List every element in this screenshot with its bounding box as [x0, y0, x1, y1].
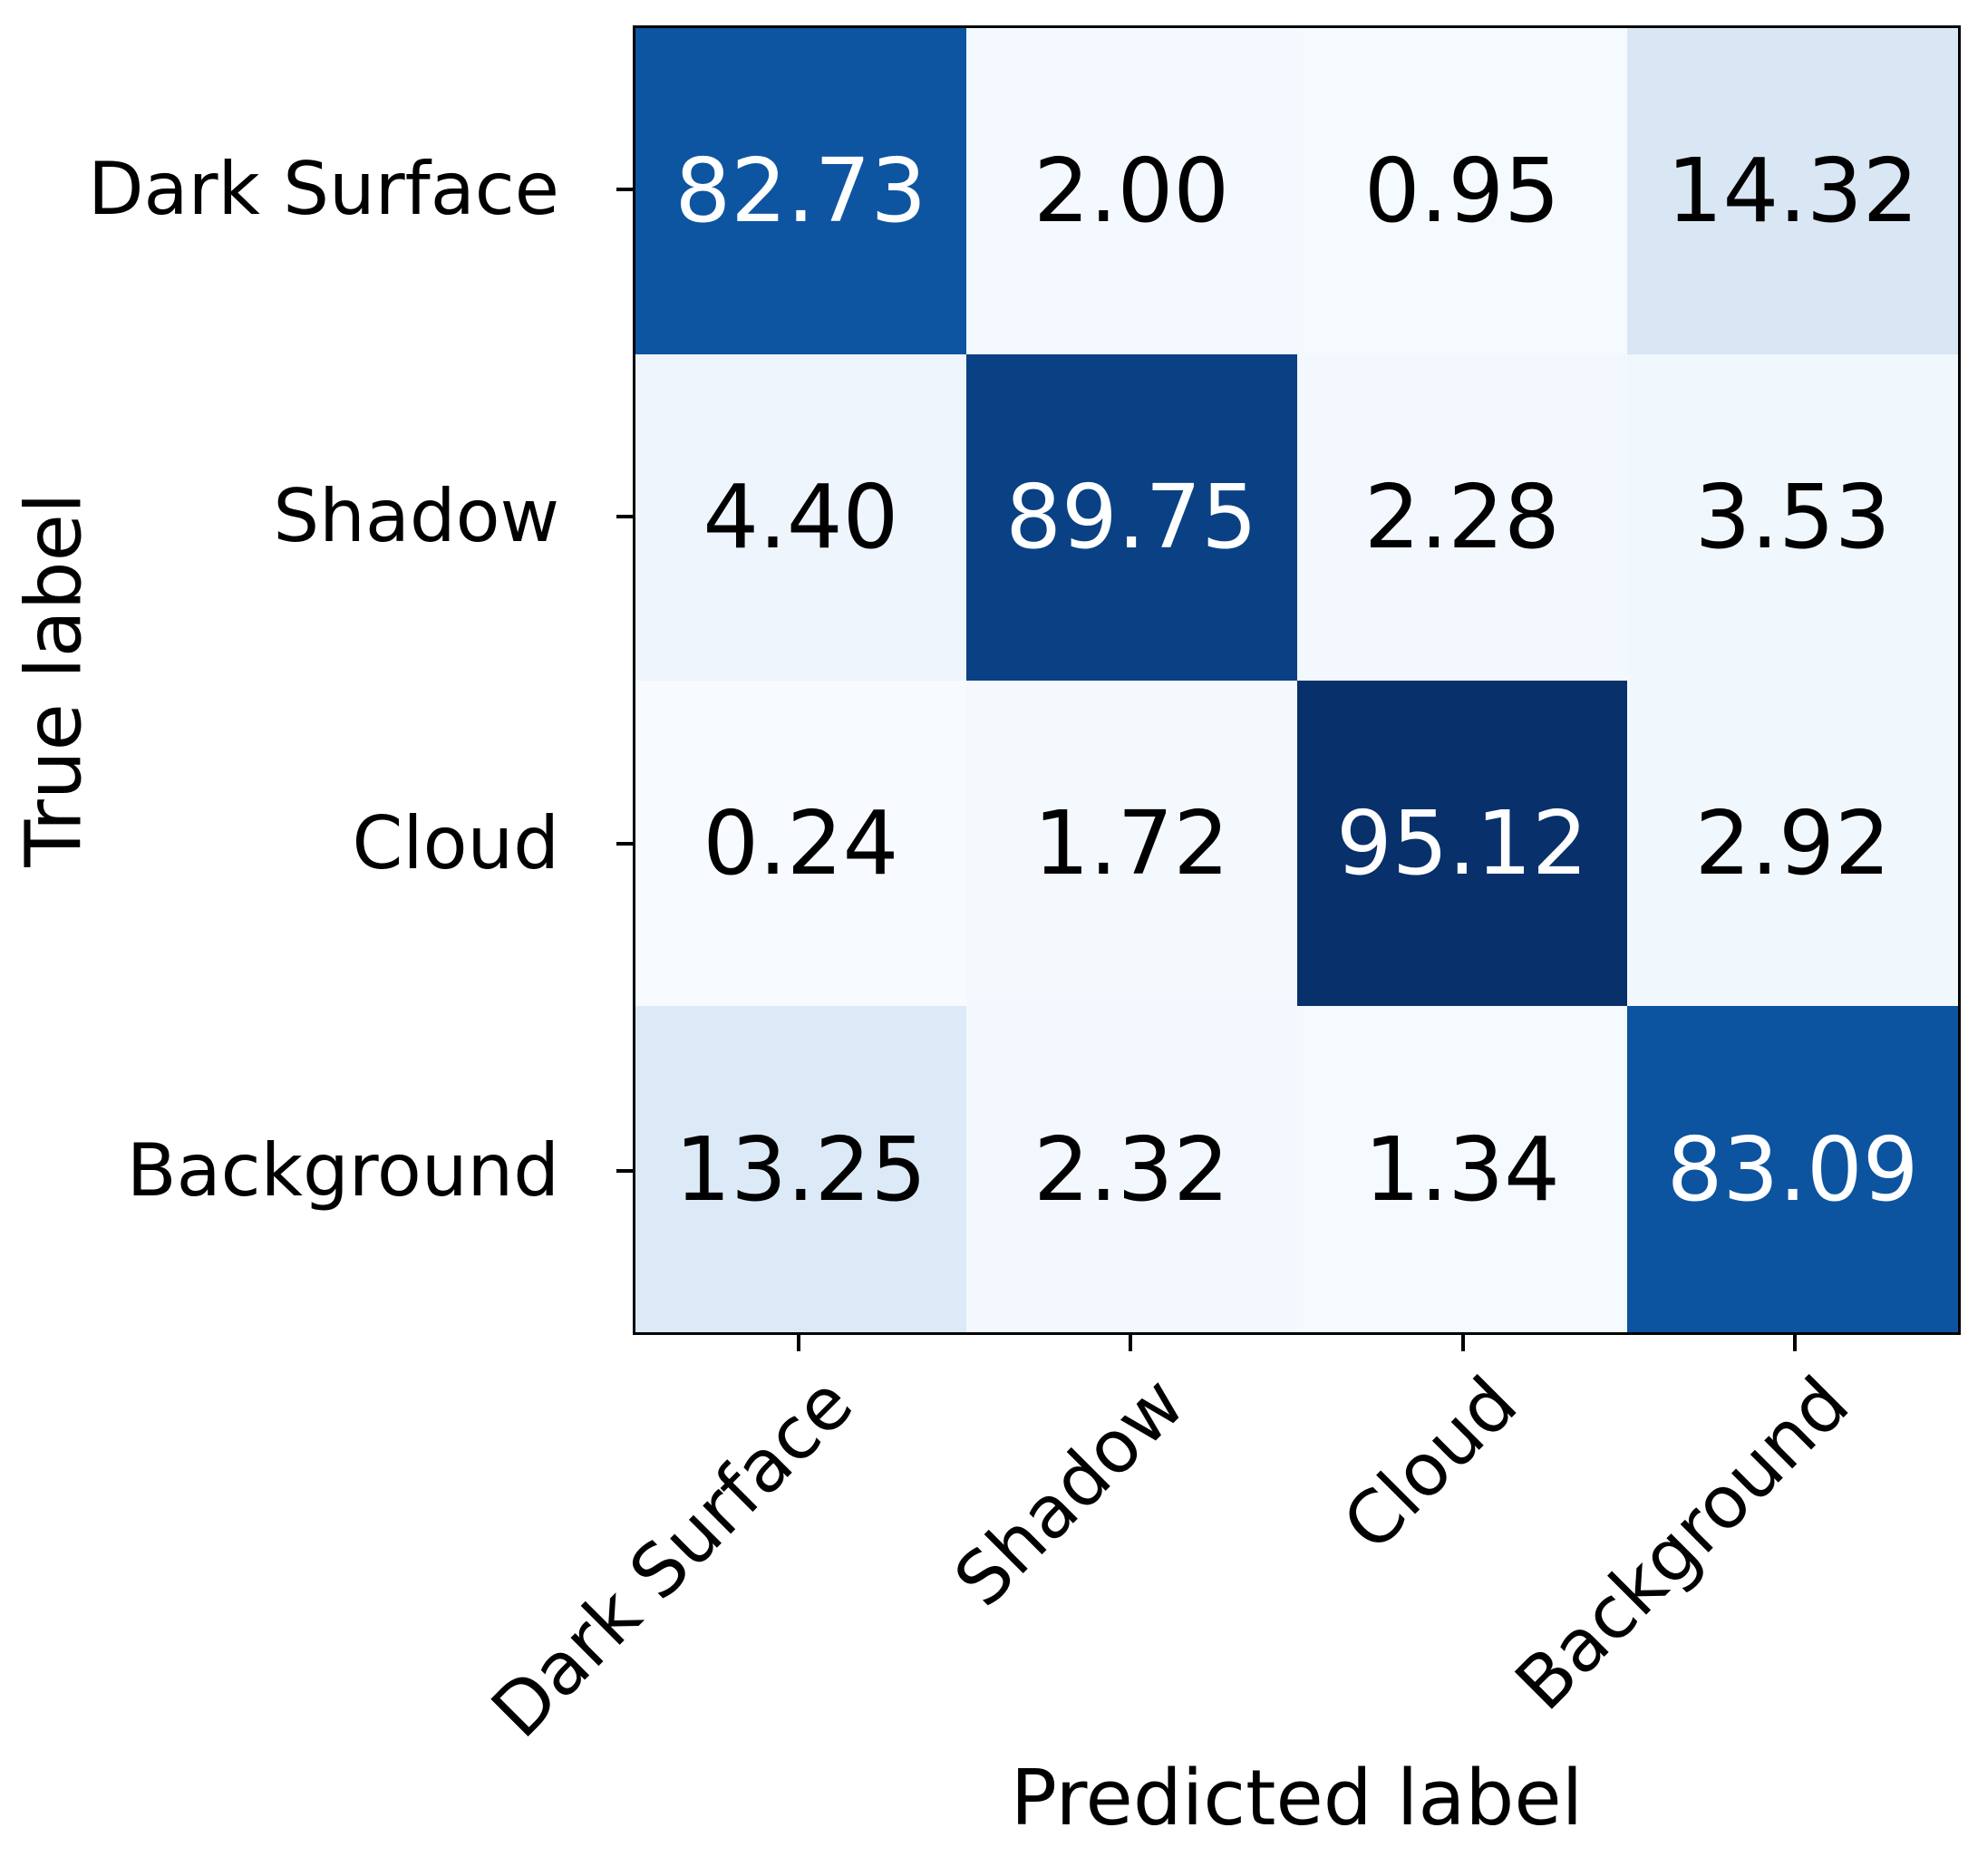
matrix-cell: 13.25	[635, 1006, 966, 1332]
y-tick-label-shadow: Shadow	[273, 474, 559, 558]
matrix-cell: 3.53	[1627, 353, 1958, 681]
matrix-cell: 0.24	[635, 680, 966, 1007]
matrix-cell: 2.28	[1296, 353, 1628, 681]
y-tick-mark	[616, 188, 633, 191]
matrix-cell: 89.75	[965, 353, 1297, 681]
x-tick-mark	[1793, 1335, 1797, 1351]
x-tick-mark	[1461, 1335, 1465, 1351]
matrix-cell: 1.72	[965, 680, 1297, 1007]
x-tick-mark	[1129, 1335, 1132, 1351]
matrix-cell: 0.95	[1296, 28, 1628, 354]
matrix-cell: 1.34	[1296, 1006, 1628, 1332]
matrix-cell: 2.92	[1627, 680, 1958, 1007]
y-tick-label-dark-surface: Dark Surface	[87, 147, 559, 231]
matrix-cell: 83.09	[1627, 1006, 1958, 1332]
y-tick-label-cloud: Cloud	[352, 801, 559, 885]
y-tick-mark	[616, 842, 633, 846]
x-tick-mark	[797, 1335, 800, 1351]
y-tick-mark	[616, 515, 633, 518]
matrix-cell: 82.73	[635, 28, 966, 354]
matrix-cell: 2.32	[965, 1006, 1297, 1332]
x-axis-title: Predicted label	[1010, 1754, 1584, 1843]
matrix-cell: 14.32	[1627, 28, 1958, 354]
matrix-cell: 4.40	[635, 353, 966, 681]
matrix-cell: 2.00	[965, 28, 1297, 354]
matrix-cell: 95.12	[1296, 680, 1628, 1007]
y-tick-label-background: Background	[126, 1128, 559, 1213]
heatmap-plot-area: 82.73 2.00 0.95 14.32 4.40 89.75 2.28 3.…	[633, 25, 1961, 1335]
y-tick-mark	[616, 1169, 633, 1173]
